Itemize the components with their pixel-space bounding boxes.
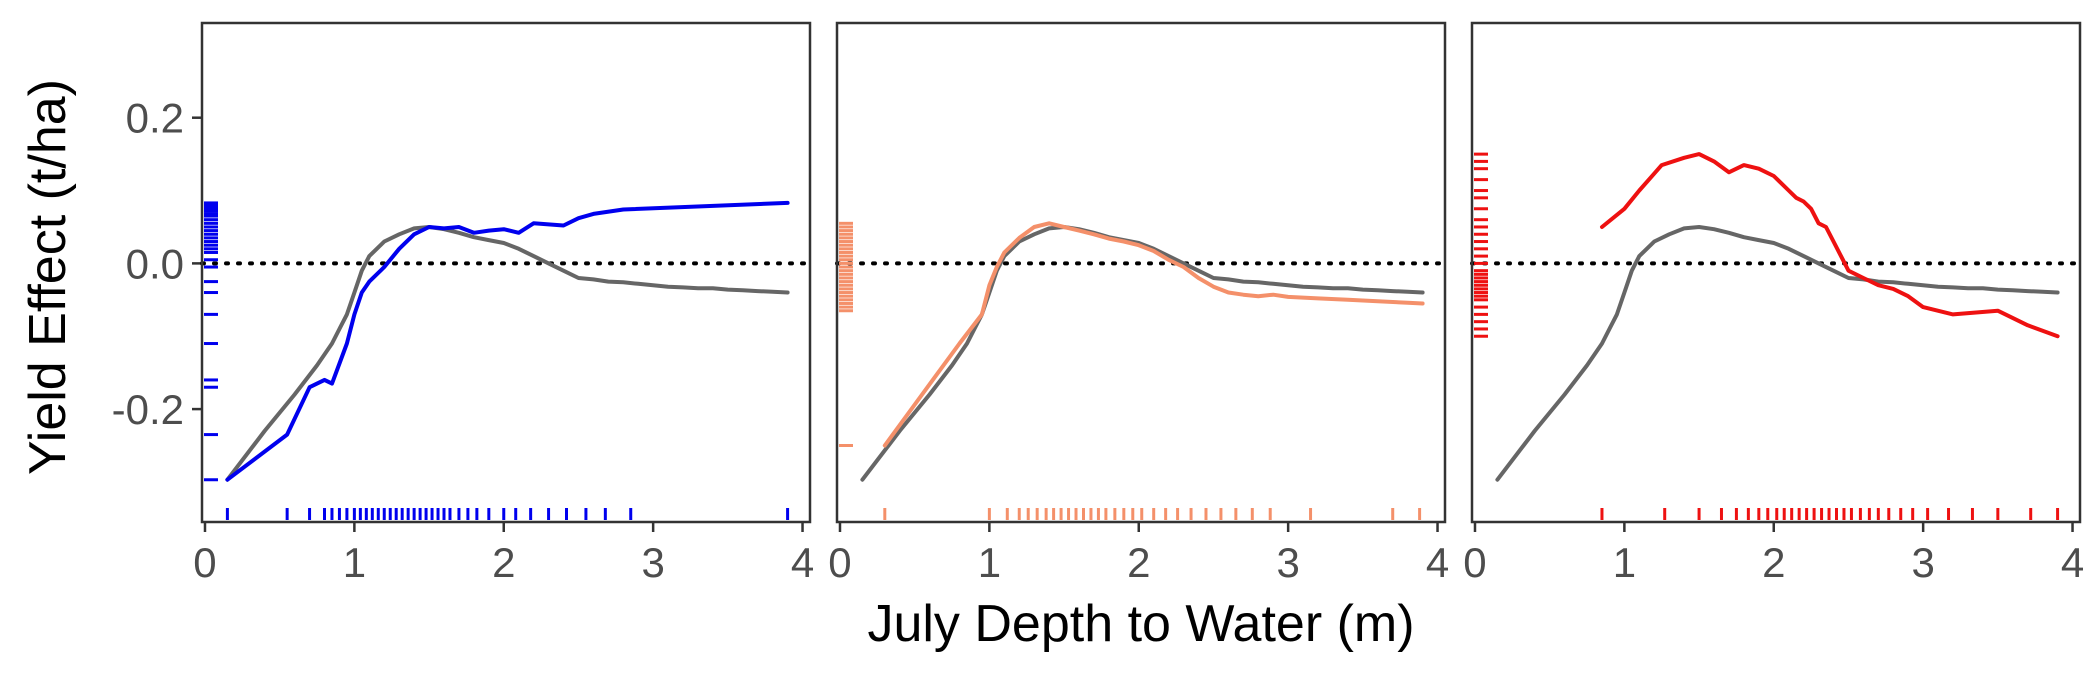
y-tick-label: -0.2 xyxy=(112,386,184,433)
y-tick-label: 0.0 xyxy=(126,240,184,287)
x-tick-label: 1 xyxy=(1613,539,1636,586)
x-tick-label: 2 xyxy=(1127,539,1150,586)
x-tick-label: 4 xyxy=(791,539,814,586)
panel-border xyxy=(200,21,812,524)
reference-series-line xyxy=(225,225,790,482)
y-axis-title: Yield Effect (t/ha) xyxy=(19,79,77,475)
x-tick-label: 1 xyxy=(343,539,366,586)
x-tick-label: 3 xyxy=(1911,539,1934,586)
x-tick-label: 0 xyxy=(828,539,851,586)
panel-series-line xyxy=(1600,152,2060,339)
x-tick-label: 2 xyxy=(492,539,515,586)
panel-3: 0 1 2 3 4 xyxy=(1463,21,2084,586)
panel-1: 0 1 2 3 4 xyxy=(193,21,814,586)
x-tick-label: 1 xyxy=(978,539,1001,586)
panel-2: 0 1 2 3 4 xyxy=(828,21,1449,586)
x-tick-label: 0 xyxy=(1463,539,1486,586)
x-tick-label: 4 xyxy=(2061,539,2084,586)
panel-border xyxy=(1470,21,2082,524)
x-axis-title: July Depth to Water (m) xyxy=(867,595,1414,653)
panel-border xyxy=(835,21,1447,524)
x-tick-label: 3 xyxy=(1276,539,1299,586)
y-tick-label: 0.2 xyxy=(126,95,184,142)
reference-series-line xyxy=(1495,225,2060,482)
x-tick-label: 4 xyxy=(1426,539,1449,586)
y-axis: -0.2 0.0 0.2 xyxy=(112,95,202,433)
x-tick-label: 3 xyxy=(641,539,664,586)
panel-series-line xyxy=(882,221,1425,448)
x-tick-label: 2 xyxy=(1762,539,1785,586)
x-tick-label: 0 xyxy=(193,539,216,586)
panel-series-line xyxy=(225,200,790,482)
